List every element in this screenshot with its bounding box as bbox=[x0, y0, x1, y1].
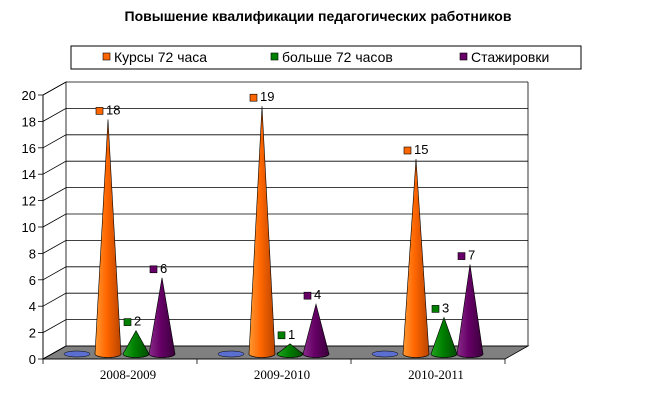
data-label-1-2: 3 bbox=[442, 300, 449, 315]
cone-0-2 bbox=[402, 158, 430, 358]
gridline-0 bbox=[42, 345, 528, 360]
gridline-9 bbox=[42, 108, 528, 122]
data-label-0-0: 18 bbox=[106, 102, 120, 117]
cone-1-0 bbox=[122, 329, 150, 358]
gridline-8 bbox=[42, 134, 528, 149]
data-label-2-2: 7 bbox=[468, 248, 475, 263]
data-label-marker-2-2 bbox=[457, 252, 466, 260]
cone-2-0 bbox=[148, 277, 176, 358]
empty-base-0 bbox=[63, 350, 91, 358]
cone-1-2 bbox=[430, 316, 458, 358]
gridline-3 bbox=[42, 266, 528, 281]
data-label-marker-0-1 bbox=[249, 93, 258, 102]
legend-swatch-1 bbox=[270, 52, 279, 61]
legend-label-0: Курсы 72 часа bbox=[114, 49, 207, 65]
gridline-2 bbox=[42, 292, 528, 307]
y-tick-label: 16 bbox=[22, 141, 36, 156]
cone-1-1 bbox=[276, 343, 304, 358]
legend-box bbox=[70, 45, 582, 70]
data-label-marker-2-0 bbox=[149, 265, 158, 274]
gridline-4 bbox=[42, 239, 528, 254]
y-tick-label: 10 bbox=[22, 220, 36, 235]
data-label-marker-0-0 bbox=[95, 107, 104, 115]
y-tick-label: 8 bbox=[29, 246, 36, 261]
data-label-2-1: 4 bbox=[314, 287, 321, 302]
data-label-marker-2-1 bbox=[303, 291, 312, 300]
data-label-2-0: 6 bbox=[160, 261, 167, 276]
legend: Курсы 72 часа больше 72 часов Стажировки bbox=[70, 45, 582, 70]
data-label-marker-0-2 bbox=[403, 146, 412, 155]
x-tick-label-1: 2009-2010 bbox=[254, 367, 310, 382]
data-label-marker-1-2 bbox=[431, 305, 440, 313]
y-tick-label: 12 bbox=[22, 194, 36, 209]
gridline-6 bbox=[42, 187, 528, 201]
cone-body bbox=[402, 158, 430, 358]
cones bbox=[63, 106, 484, 358]
gridline-1 bbox=[42, 319, 528, 333]
gridline-10 bbox=[42, 81, 528, 96]
gridline-7 bbox=[42, 160, 528, 175]
data-label-marker-1-0 bbox=[123, 318, 132, 326]
data-label-0-2: 15 bbox=[414, 142, 428, 157]
y-tick-label: 6 bbox=[29, 273, 36, 288]
y-tick-label: 14 bbox=[22, 167, 36, 182]
cone-body bbox=[302, 303, 330, 358]
cone-body bbox=[148, 277, 176, 358]
cone-body bbox=[248, 106, 276, 358]
data-label-1-1: 1 bbox=[288, 327, 295, 342]
y-tick-label: 18 bbox=[22, 114, 36, 129]
gridlines bbox=[42, 81, 529, 360]
cone-2-1 bbox=[302, 303, 330, 358]
data-labels: 18 2 6 19 1 4 15 3 7 bbox=[95, 89, 475, 342]
data-label-1-0: 2 bbox=[134, 314, 141, 329]
legend-label-2: Стажировки bbox=[471, 49, 549, 65]
legend-label-1: больше 72 часов bbox=[282, 49, 393, 65]
y-tick-label: 2 bbox=[29, 326, 36, 341]
data-label-marker-1-1 bbox=[277, 331, 286, 340]
cone-body bbox=[456, 264, 484, 358]
cone-2-2 bbox=[456, 264, 484, 358]
empty-base-2 bbox=[371, 350, 399, 358]
cone-0-0 bbox=[94, 119, 122, 358]
cone-0-1 bbox=[248, 106, 276, 358]
cone-body bbox=[94, 119, 122, 358]
y-tick-label: 4 bbox=[29, 299, 36, 314]
x-tick-label-0: 2008-2009 bbox=[100, 367, 156, 382]
data-label-0-1: 19 bbox=[260, 89, 274, 104]
legend-swatch-2 bbox=[459, 52, 468, 61]
y-tick-label: 0 bbox=[29, 352, 36, 367]
x-tick-label-2: 2010-2011 bbox=[408, 367, 464, 382]
y-tick-label: 20 bbox=[22, 88, 36, 103]
empty-base-1 bbox=[217, 350, 245, 358]
legend-swatch-0 bbox=[102, 52, 111, 61]
chart-title: Повышение квалификации педагогических ра… bbox=[125, 8, 512, 24]
gridline-5 bbox=[42, 213, 528, 228]
